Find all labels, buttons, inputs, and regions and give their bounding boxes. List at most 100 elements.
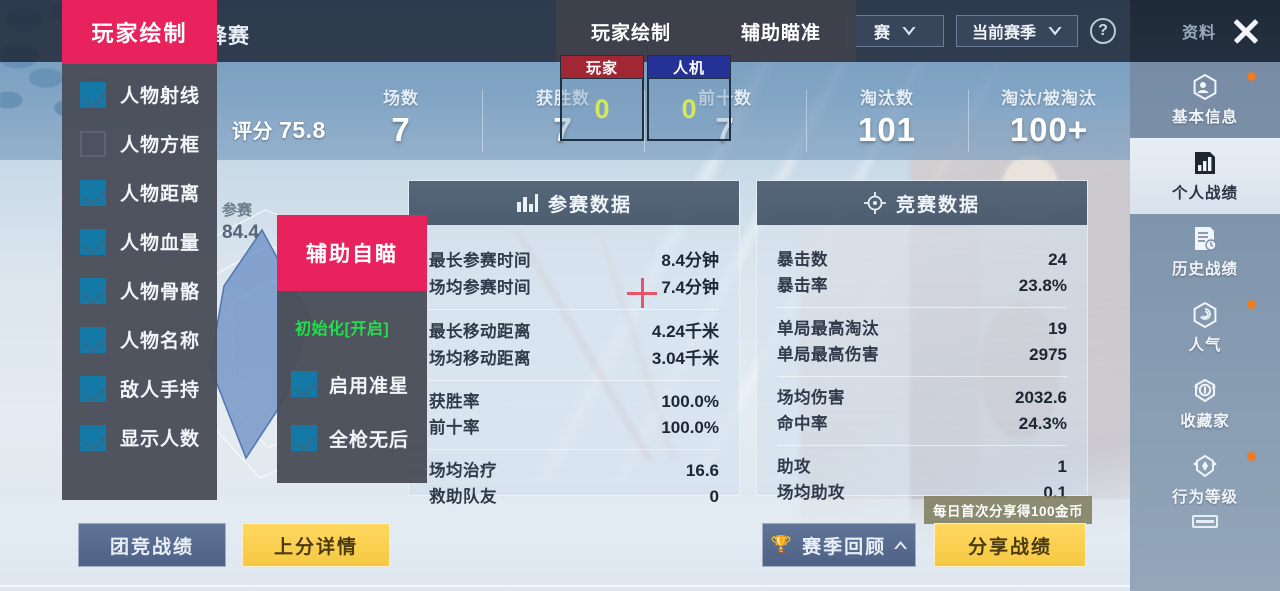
season-select[interactable]: 当前赛季 [956,15,1078,47]
medal-icon [1194,378,1216,403]
checkbox-icon[interactable] [291,425,317,451]
cheat-option-row[interactable]: 启用准星 [277,357,427,411]
close-icon[interactable] [1224,9,1268,53]
data-value: 2032.6 [1015,388,1067,407]
cheat-option-row[interactable]: 人物骨骼 [62,266,217,315]
stat-value: 7 [391,110,411,148]
more-icon[interactable] [1192,515,1218,528]
data-row: 暴击率 23.8% [777,271,1067,297]
cheat-option-label: 人物骨骼 [120,282,201,303]
top-bar-controls: 赛 当前赛季 ? [846,0,1130,62]
cheat-option-label: 人物名称 [120,331,201,352]
cheat-option-row[interactable]: 人物方框 [62,119,217,168]
radar-label-value: 84.4 [222,221,259,243]
stat-value: 101 [857,110,917,148]
question-mark-icon[interactable]: ? [1090,18,1116,44]
sidebar-item-label: 行为等级 [1171,489,1238,506]
esp-counter-value: 0 [647,79,731,141]
cheat-option-list: 启用准星 全枪无后 [277,351,427,483]
cheat-panel-player-draw: 玩家绘制 人物射线 人物方框 人物距离 人物血量 人物骨骼 [62,0,217,500]
panel-title: 参赛数据 [547,194,632,216]
sidebar-item-label: 人气 [1188,337,1222,354]
data-value: 24 [1048,250,1067,269]
checkbox-icon[interactable] [80,228,106,255]
season-review-label: 赛季回顾 [802,536,887,558]
rose-hex-icon [1193,301,1217,329]
esp-counter-label: 玩家 [560,55,644,79]
data-value: 0 [709,487,719,506]
stat-label: 场数 [383,88,419,108]
mode-select[interactable]: 赛 [846,15,944,47]
sidebar-item-label: 个人战绩 [1171,185,1238,202]
cheat-option-row[interactable]: 人物名称 [62,315,217,364]
cheat-option-row[interactable]: 人物血量 [62,217,217,266]
data-key: 单局最高淘汰 [777,320,879,338]
data-value: 100.0% [661,418,719,437]
notification-badge [1247,72,1256,81]
data-value: 3.04千米 [651,349,719,368]
sidebar-item-collector[interactable]: 收藏家 [1130,366,1280,442]
checkbox-icon[interactable] [80,277,106,304]
data-value: 16.6 [685,461,719,480]
rating-display: 评分 75.8 [232,115,326,144]
cheat-option-row[interactable]: 敌人手持 [62,364,217,413]
cheat-option-label: 人物射线 [120,86,201,107]
data-value: 1 [1057,457,1067,476]
rating-label: 评分 [232,121,273,143]
cheat-option-row[interactable]: 全枪无后 [277,411,427,465]
data-row: 暴击数 24 [777,245,1067,271]
share-tooltip: 每日首次分享得100金币 [924,496,1093,531]
cheat-option-list: 人物射线 人物方框 人物距离 人物血量 人物骨骼 人物名称 [62,64,217,500]
data-key: 场均移动距离 [429,350,531,368]
cheat-option-row[interactable]: 显示人数 [62,413,217,462]
data-key: 获胜率 [429,393,480,411]
background-bottom-divider [0,585,1130,587]
checkbox-icon[interactable] [80,424,106,451]
rank-detail-button[interactable]: 上分详情 [242,523,390,567]
data-group: 最长参赛时间 8.4分钟 场均参赛时间 7.4分钟 [429,239,719,310]
cheat-option-label: 全枪无后 [329,429,410,451]
season-select-label: 当前赛季 [971,25,1036,42]
data-key: 前十率 [429,419,480,437]
sidebar-item-label: 基本信息 [1171,109,1238,126]
checkbox-icon[interactable] [80,130,106,157]
rating-value: 75.8 [279,117,326,143]
chevron-up-icon [894,541,908,549]
trophy-icon: 🏆 [770,535,795,554]
checkbox-icon[interactable] [80,375,106,402]
sidebar-item-popularity[interactable]: 人气 [1130,290,1280,366]
esp-counter-label: 人机 [647,55,731,79]
season-review-button[interactable]: 🏆 赛季回顾 [762,523,916,567]
cheat-option-row[interactable]: 人物距离 [62,168,217,217]
esp-counter-bot: 人机 0 [647,55,731,141]
cheat-tab-aim-assist[interactable]: 辅助瞄准 [740,22,821,44]
data-value: 100.0% [661,392,719,411]
sidebar-item-basic-info[interactable]: 基本信息 [1130,62,1280,138]
checkbox-icon[interactable] [80,326,106,353]
cheat-tab-player-draw[interactable]: 玩家绘制 [590,22,671,44]
checkbox-icon[interactable] [291,371,317,397]
stat-cell-wins: 获胜数 7 [482,74,644,152]
cheat-option-label: 敌人手持 [120,380,201,401]
right-sidebar: 资料 基本信息 个人战绩 [1130,0,1280,591]
data-key: 最长参赛时间 [429,252,531,270]
checkbox-icon[interactable] [80,81,106,108]
bar-chart-icon [516,194,538,212]
notification-badge [1247,300,1256,309]
esp-counter-overlay: 玩家 0 人机 0 [560,55,731,141]
chevron-down-icon [1048,26,1062,36]
checkbox-icon[interactable] [80,179,106,206]
cheat-option-row[interactable]: 人物射线 [62,70,217,119]
sidebar-item-personal-record[interactable]: 个人战绩 [1130,138,1280,214]
team-record-button[interactable]: 团竞战绩 [78,523,226,567]
esp-counter-value: 0 [560,79,644,141]
sidebar-item-behavior-level[interactable]: 行为等级 [1130,442,1280,518]
data-group: 场均伤害 2032.6 命中率 24.3% [777,377,1067,446]
data-row: 单局最高淘汰 19 [777,314,1067,340]
cheat-option-label: 显示人数 [120,429,201,450]
share-record-button[interactable]: 分享战绩 [934,523,1086,567]
cheat-option-label: 人物血量 [120,233,201,254]
stat-cells: 场数 7 获胜数 7 前十数 7 淘汰数 101 淘汰/被淘汰 100+ [320,62,1130,160]
sidebar-item-history-record[interactable]: 历史战绩 [1130,214,1280,290]
